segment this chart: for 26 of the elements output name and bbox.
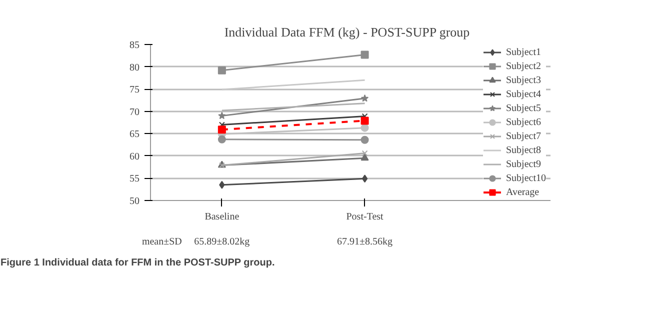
y-tick-label: 80 xyxy=(130,62,140,74)
legend-label: Subject2 xyxy=(506,60,541,73)
legend-label: Subject6 xyxy=(506,116,541,129)
legend-label: Subject3 xyxy=(506,74,541,87)
y-tick-label: 60 xyxy=(130,151,140,162)
caption: Figure 1 Individual data for FFM in the POST-SUPP group. xyxy=(0,258,275,268)
x-tick-label: Post-Test xyxy=(346,212,384,222)
legend-label: Subject9 xyxy=(506,158,541,171)
legend-label: Subject8 xyxy=(506,144,541,157)
legend-label: Subject7 xyxy=(506,130,541,143)
y-tick-label: 65 xyxy=(130,129,140,140)
y-tick-label: 55 xyxy=(130,174,140,185)
chart-title: Individual Data FFM (kg) - POST-SUPP group xyxy=(224,24,470,40)
legend-label: Average xyxy=(506,186,540,199)
text: 67.91±8.56kg xyxy=(337,236,393,248)
legend-label: Subject10 xyxy=(506,172,546,185)
y-tick-label: 75 xyxy=(130,84,140,96)
text: mean±SD xyxy=(142,236,182,248)
y-tick-label: 70 xyxy=(130,106,140,118)
x-tick-label: Baseline xyxy=(204,212,240,222)
y-tick-label: 50 xyxy=(130,196,140,207)
legend-label: Subject4 xyxy=(506,88,541,101)
text: 65.89±8.02kg xyxy=(194,236,250,248)
legend-label: Subject1 xyxy=(506,46,541,59)
legend-label: Subject5 xyxy=(506,102,541,115)
y-tick-label: 85 xyxy=(130,40,140,51)
